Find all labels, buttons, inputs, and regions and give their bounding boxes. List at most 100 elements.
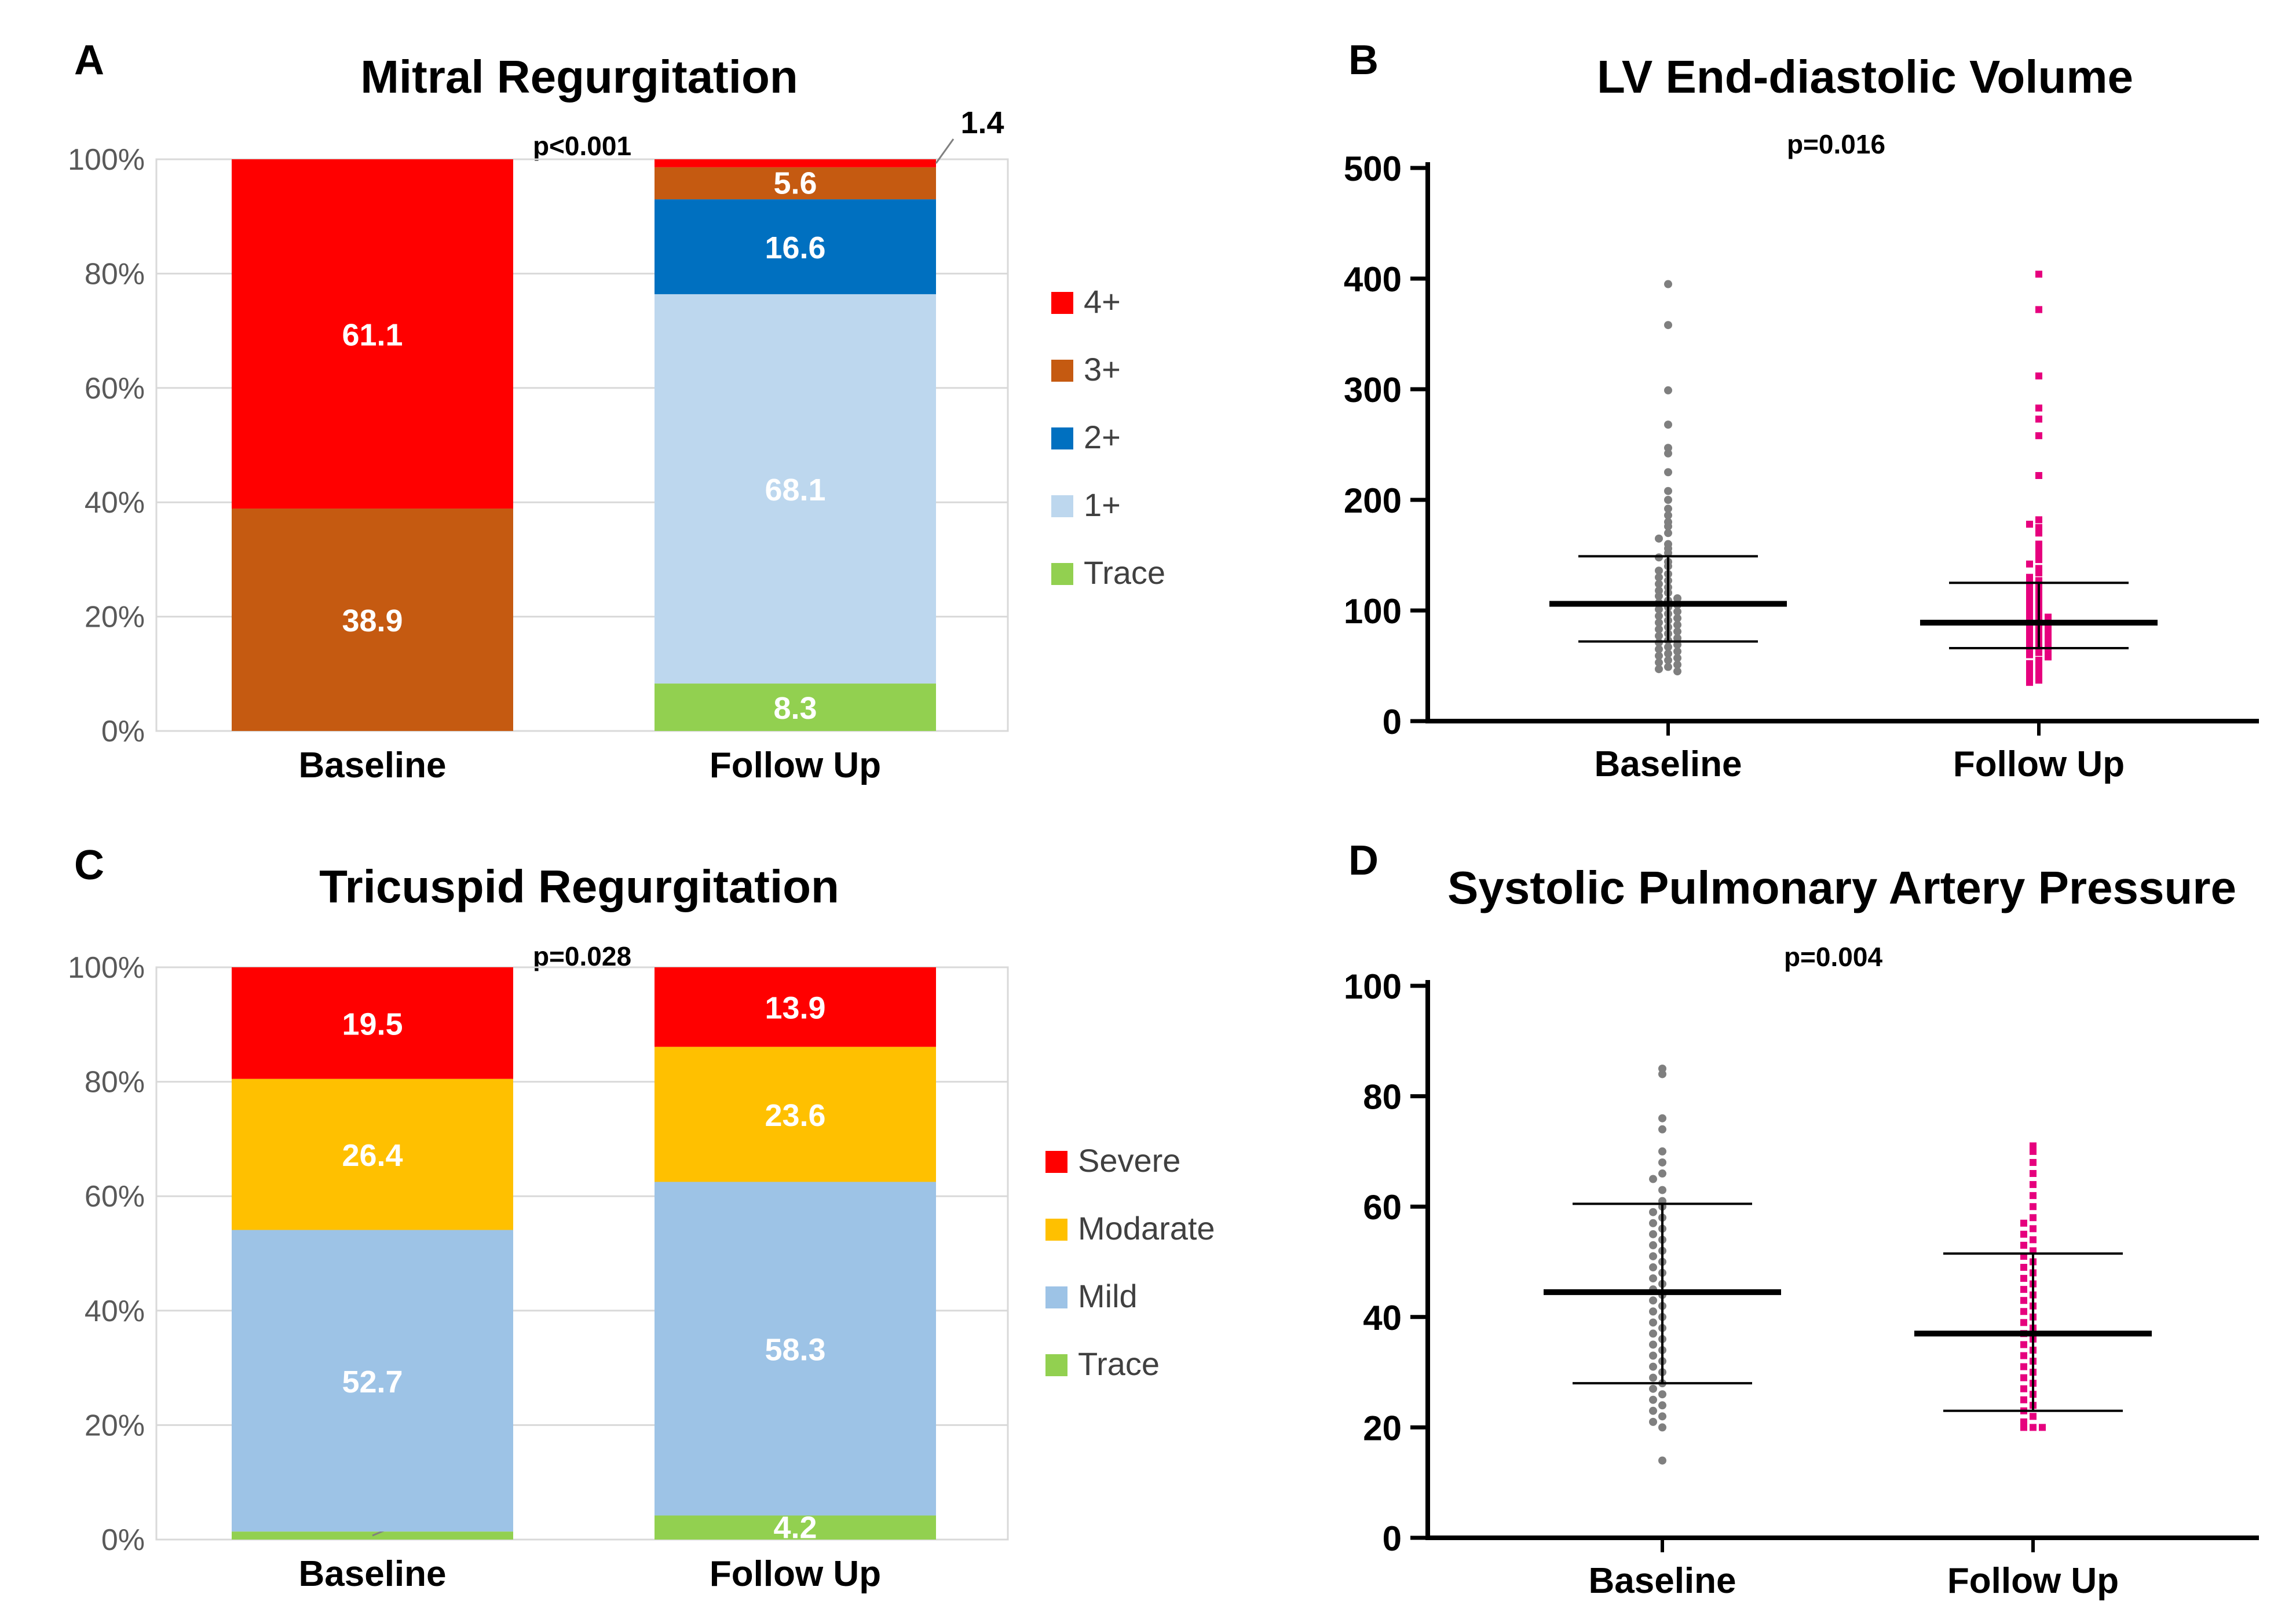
panel-a-data-label: 61.1 [342,318,403,353]
panel-d-y-tick: 0 [1383,1519,1402,1558]
plot-c: 0%20%40%60%80%100%1.452.726.419.5Baselin… [68,951,1215,1594]
panel-c-legend-swatch [1045,1286,1067,1308]
panel-d-data-point [2030,1147,2037,1155]
panel-a-bar-segment [655,199,936,294]
panel-b-data-point [1655,645,1663,653]
panel-c-legend-swatch [1045,1354,1067,1376]
panel-b-data-point [2026,651,2033,659]
panel-c-bar-segment [232,967,513,1079]
panel-b-data-point [1673,614,1681,623]
panel-a-legend-label: 1+ [1084,487,1121,523]
panel-c-y-tick: 100% [68,951,145,985]
panel-b-data-point [2035,372,2042,380]
panel-b-data-point [2026,631,2033,639]
panel-b-data-point [1664,504,1672,513]
panel-d-data-point [1649,1219,1657,1227]
panel-b-data-point [1655,534,1663,543]
panel-b-data-point [2026,600,2033,608]
panel-c-y-tick: 0% [101,1523,145,1557]
panel-d-p-value: p=0.004 [1784,942,1882,972]
panel-d-data-point [1649,1274,1657,1283]
panel-b-data-point [1655,658,1663,667]
panel-d-data-point [2020,1341,2027,1348]
panel-b-data-point [2035,404,2042,412]
panel-d-data-point [1649,1175,1657,1183]
panel-d-data-point [1649,1208,1657,1216]
panel-d-data-point [2020,1374,2027,1381]
panel-d-data-point [1658,1158,1666,1167]
panel-d-data-point [1658,1456,1666,1465]
panel-b-data-point [1673,641,1681,649]
panel-b-data-point [2045,627,2052,634]
panel-b-data-point [1673,660,1681,669]
panel-d-data-point [1658,1423,1666,1432]
panel-b-data-point [2026,611,2033,619]
panel-a-y-tick: 0% [101,715,145,748]
panel-a-y-tick: 60% [85,372,145,405]
panel-d-y-tick: 100 [1344,967,1402,1006]
panel-b-data-point [2035,649,2042,656]
panel-a-p-value: p<0.001 [533,131,631,161]
panel-b-data-point [1655,566,1663,575]
panel-d-y-tick: 40 [1363,1299,1402,1337]
panel-d-data-point [1649,1384,1657,1393]
panel-b-letter: B [1348,37,1379,83]
panel-d-data-point [2020,1319,2027,1326]
panel-b-data-point [2026,673,2033,681]
panel-d-category-label: Follow Up [1947,1561,2119,1601]
panel-b-data-point [1664,643,1672,652]
panel-d-data-point [2030,1170,2037,1178]
panel-b-data-point [2045,613,2052,621]
panel-b-data-point [2026,624,2033,632]
panel-d-data-point [1649,1395,1657,1404]
panel-d-data-point [1649,1351,1657,1360]
panel-c-bar-segment [655,1515,936,1540]
panel-b-data-point [1655,612,1663,620]
panel-c-bar-segment [655,967,936,1047]
panel-d-data-point [2030,1203,2037,1211]
panel-b-data-point [1655,625,1663,634]
panel-b-data-point [2045,653,2052,661]
panel-a-data-label: 8.3 [773,691,817,726]
panel-b-data-point [2035,663,2042,671]
panel-d-data-point [2020,1241,2027,1249]
panel-b-data-point [2045,640,2052,648]
panel-d-data-point [1658,1401,1666,1410]
panel-b-data-point [1655,619,1663,627]
panel-b-data-point [2035,524,2042,531]
panel-b-data-point [1673,627,1681,636]
panel-d-data-point [2020,1418,2027,1425]
panel-b-data-point [2035,569,2042,577]
panel-b-category-label: Follow Up [1953,744,2125,784]
panel-a-legend-label: 3+ [1084,351,1121,387]
panel-b-data-point [2035,306,2042,313]
plot-a: 0% 20% 40% 60% 80% 100% 38.9 61.1 Baseline 8.3 68.… [68,105,1165,785]
panel-d-data-point [1649,1329,1657,1338]
panel-d-category-label: Baseline [1588,1561,1736,1601]
panel-b-data-point [1664,421,1672,429]
panel-b-data-point [2026,560,2033,568]
panel-a-bar-segment [655,294,936,684]
panel-d-data-point [2020,1297,2027,1304]
panel-b-y-tick: 300 [1344,371,1402,410]
panel-b-data-point [2035,270,2042,278]
panel-b-data-point [2035,516,2042,524]
panel-c-bar-segment [655,1047,936,1182]
panel-c-legend-label: Trace [1078,1346,1160,1382]
panel-b-data-point [1655,665,1663,674]
panel-b-data-point [2026,587,2033,594]
panel-c-bar-segment [232,1078,513,1230]
panel-b-data-point [1664,511,1672,520]
panel-b-y-tick: 500 [1344,149,1402,188]
panel-b-data-point [2035,677,2042,684]
panel-b-data-point [2035,432,2042,440]
panel-d-data-point [1649,1406,1657,1415]
panel-d-data-point [1649,1318,1657,1327]
panel-c-letter: C [74,842,104,889]
panel-a-legend-swatch [1051,360,1073,382]
panel-d-data-point [2020,1230,2027,1238]
panel-c-legend-label: Severe [1078,1142,1180,1179]
panel-d-data-point [2020,1363,2027,1370]
panel-d-y-tick: 80 [1363,1078,1402,1117]
